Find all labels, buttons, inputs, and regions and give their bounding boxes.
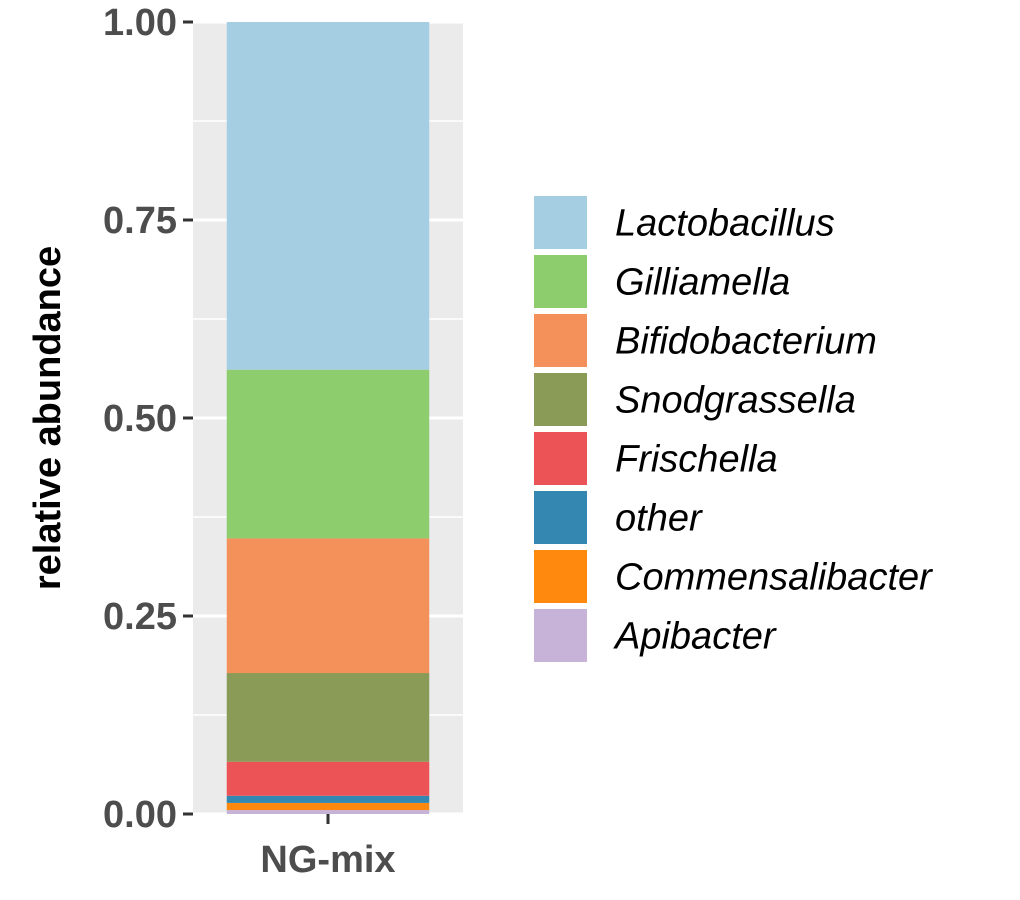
legend-label: Commensalibacter bbox=[615, 557, 933, 599]
y-axis: 0.00 0.25 0.50 0.75 1.00 bbox=[103, 2, 193, 836]
legend-item: Lactobacillus bbox=[534, 196, 835, 249]
legend-key bbox=[534, 432, 587, 485]
y-tick-label: 0.75 bbox=[103, 200, 177, 242]
legend-item: other bbox=[534, 491, 703, 544]
x-tick-label: NG-mix bbox=[260, 839, 395, 881]
legend-item: Snodgrassella bbox=[534, 373, 856, 426]
bar-segment-commensalibacter bbox=[226, 802, 430, 811]
bar-segment-frischella bbox=[226, 761, 430, 796]
legend-item: Bifidobacterium bbox=[534, 314, 877, 367]
legend-key bbox=[534, 373, 587, 426]
bar-segment-other bbox=[226, 795, 430, 803]
bar-segments bbox=[226, 22, 430, 814]
legend-key bbox=[534, 609, 587, 662]
legend-label: Apibacter bbox=[613, 616, 777, 658]
y-axis-title: relative abundance bbox=[27, 246, 69, 590]
bar-segment-apibacter bbox=[226, 810, 430, 814]
x-axis: NG-mix bbox=[260, 814, 396, 881]
legend-item: Commensalibacter bbox=[534, 550, 933, 603]
legend-label: Lactobacillus bbox=[615, 203, 835, 245]
legend-item: Gilliamella bbox=[534, 255, 790, 308]
y-tick-label: 0.25 bbox=[103, 596, 177, 638]
legend-label: Frischella bbox=[615, 439, 778, 481]
bar-segment-lactobacillus bbox=[226, 22, 430, 370]
bar-segment-snodgrassella bbox=[226, 673, 430, 762]
legend-label: Gilliamella bbox=[615, 262, 790, 304]
legend-key bbox=[534, 255, 587, 308]
legend: Lactobacillus Gilliamella Bifidobacterium S… bbox=[534, 196, 933, 662]
y-tick-label: 0.00 bbox=[103, 794, 177, 836]
legend-label: Snodgrassella bbox=[615, 380, 856, 422]
legend-key bbox=[534, 550, 587, 603]
y-tick-label: 1.00 bbox=[103, 2, 177, 44]
bar-segment-bifidobacterium bbox=[226, 538, 430, 674]
legend-key bbox=[534, 314, 587, 367]
legend-label: other bbox=[615, 498, 703, 540]
legend-item: Frischella bbox=[534, 432, 778, 485]
legend-label: Bifidobacterium bbox=[615, 321, 877, 363]
legend-item: Apibacter bbox=[534, 609, 777, 662]
bar-segment-gilliamella bbox=[226, 369, 430, 539]
legend-key bbox=[534, 196, 587, 249]
legend-key bbox=[534, 491, 587, 544]
y-tick-label: 0.50 bbox=[103, 398, 177, 440]
